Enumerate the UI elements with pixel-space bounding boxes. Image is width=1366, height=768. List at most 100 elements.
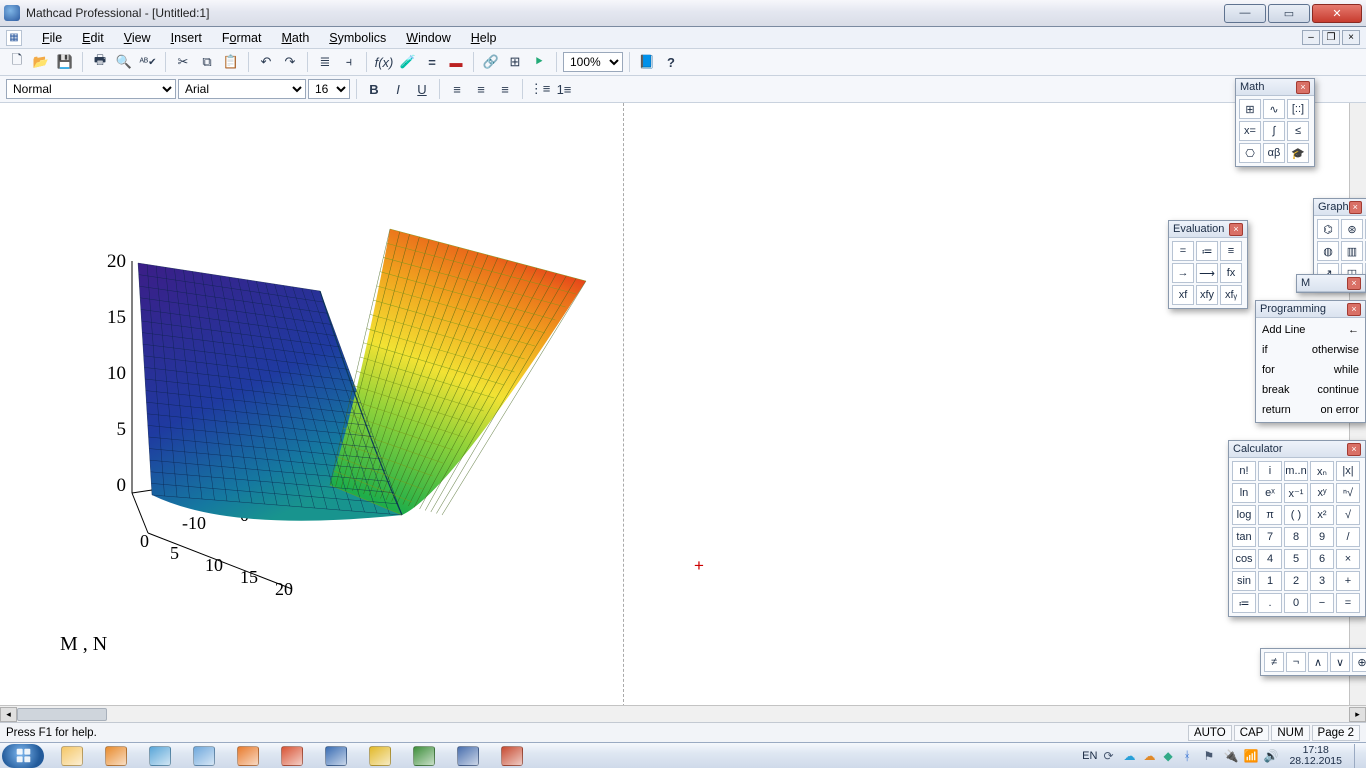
taskbar-app-mathcad[interactable] [492, 744, 532, 768]
palette-button-xfᵧ[interactable]: xfᵧ [1220, 285, 1242, 305]
hscroll-left-button[interactable]: ◂ [0, 707, 17, 722]
power-icon[interactable]: 🔌 [1223, 749, 1237, 763]
page-1[interactable]: 0 5 10 15 20 0 5 10 15 20 -10 0 10 [0, 103, 624, 722]
palette-button-=[interactable]: = [1172, 241, 1194, 261]
align-center-button[interactable]: ≡ [470, 78, 492, 100]
separate-regions-button[interactable]: ⫞ [338, 51, 360, 73]
taskbar-app-vb[interactable] [448, 744, 488, 768]
palette-close-button[interactable]: × [1349, 201, 1362, 214]
palette-close-button[interactable]: × [1347, 277, 1361, 290]
mdi-restore-button[interactable]: ❐ [1322, 30, 1340, 45]
calc-×[interactable]: × [1336, 549, 1360, 569]
skype-icon[interactable]: ☁ [1123, 749, 1137, 763]
calc-.[interactable]: . [1258, 593, 1282, 613]
palette-button-greek[interactable]: αβ [1263, 143, 1285, 163]
palette-button-prog[interactable]: ⎔ [1239, 143, 1261, 163]
horizontal-scrollbar[interactable]: ◂ ▸ [0, 705, 1366, 722]
palette-close-button[interactable]: × [1347, 443, 1361, 456]
calc-tan[interactable]: tan [1232, 527, 1256, 547]
calc-5[interactable]: 5 [1284, 549, 1308, 569]
style-select[interactable]: Normal [6, 79, 176, 99]
start-button[interactable] [2, 744, 44, 768]
calc-xₙ[interactable]: xₙ [1310, 461, 1334, 481]
bool-≠[interactable]: ≠ [1264, 652, 1284, 672]
calc-3[interactable]: 3 [1310, 571, 1334, 591]
calc-x²[interactable]: x² [1310, 505, 1334, 525]
palette-math[interactable]: Math×⊞∿[::]x=∫≤⎔αβ🎓 [1235, 78, 1315, 167]
calc-√[interactable]: √ [1336, 505, 1360, 525]
calc-9[interactable]: 9 [1310, 527, 1334, 547]
run-button[interactable]: ⯈ [528, 51, 550, 73]
palette-button-xf[interactable]: xf [1172, 285, 1194, 305]
prog-while[interactable]: while [1334, 364, 1359, 376]
bool-∨[interactable]: ∨ [1330, 652, 1350, 672]
bold-button[interactable]: B [363, 78, 385, 100]
save-button[interactable]: 💾 [54, 51, 76, 73]
prog-add-line[interactable]: Add Line [1262, 324, 1305, 336]
align-regions-button[interactable]: ≣ [314, 51, 336, 73]
cut-button[interactable]: ✂ [172, 51, 194, 73]
mdi-minimize-button[interactable]: – [1302, 30, 1320, 45]
prog-continue[interactable]: continue [1317, 384, 1359, 396]
palette-button-graph[interactable]: ∿ [1263, 99, 1285, 119]
menu-format[interactable]: Format [212, 29, 272, 47]
palette-button-eval[interactable]: x= [1239, 121, 1261, 141]
calc-≔[interactable]: ≔ [1232, 593, 1256, 613]
insert-unit-button[interactable]: 🧪 [397, 51, 419, 73]
calc-sin[interactable]: sin [1232, 571, 1256, 591]
window-close-button[interactable]: ✕ [1312, 4, 1362, 23]
menu-symbolics[interactable]: Symbolics [319, 29, 396, 47]
taskbar-app-sound[interactable] [184, 744, 224, 768]
palette-button-bool[interactable]: ≤ [1287, 121, 1309, 141]
volume-icon[interactable]: 🔊 [1263, 749, 1277, 763]
av-icon[interactable]: ◆ [1163, 749, 1177, 763]
palette-titlebar[interactable]: Calculator× [1229, 441, 1365, 458]
preview-button[interactable]: 🔍 [113, 51, 135, 73]
stop-button[interactable]: ▬ [445, 51, 467, 73]
prog-break[interactable]: break [1262, 384, 1290, 396]
new-button[interactable]: 🗋 [6, 51, 28, 73]
taskbar-app-yandex[interactable] [360, 744, 400, 768]
palette-button-calc2[interactable]: ∫ [1263, 121, 1285, 141]
palette-m[interactable]: M× [1296, 274, 1366, 293]
window-maximize-button[interactable]: ▭ [1268, 4, 1310, 23]
print-button[interactable]: 🖶 [89, 51, 111, 73]
show-desktop-button[interactable] [1354, 744, 1362, 768]
prog-←[interactable]: ← [1348, 324, 1359, 336]
open-button[interactable]: 📂 [30, 51, 52, 73]
mdi-close-button[interactable]: × [1342, 30, 1360, 45]
calc-/[interactable]: / [1336, 527, 1360, 547]
calc-m..n[interactable]: m..n [1284, 461, 1308, 481]
sync-icon[interactable]: ⟳ [1103, 749, 1117, 763]
calc-1[interactable]: 1 [1258, 571, 1282, 591]
palette-button-→[interactable]: → [1172, 263, 1194, 283]
network-icon[interactable]: 📶 [1243, 749, 1257, 763]
menu-insert[interactable]: Insert [161, 29, 212, 47]
hyperlink-button[interactable]: 🔗 [480, 51, 502, 73]
menu-edit[interactable]: Edit [72, 29, 114, 47]
window-minimize-button[interactable]: — [1224, 4, 1266, 23]
taskbar-app-firefox[interactable] [228, 744, 268, 768]
hscroll-thumb[interactable] [17, 708, 107, 721]
number-list-button[interactable]: 1≡ [553, 78, 575, 100]
palette-titlebar[interactable]: Graph× [1314, 199, 1366, 216]
spellcheck-button[interactable]: ᴬᴮ✔ [137, 51, 159, 73]
taskbar-app-powerpoint[interactable] [272, 744, 312, 768]
calc-7[interactable]: 7 [1258, 527, 1282, 547]
prog-for[interactable]: for [1262, 364, 1275, 376]
calc-ln[interactable]: ln [1232, 483, 1256, 503]
prog-return[interactable]: return [1262, 404, 1291, 416]
taskbar-app-media-player[interactable] [96, 744, 136, 768]
calc-+[interactable]: + [1336, 571, 1360, 591]
palette-close-button[interactable]: × [1347, 303, 1361, 316]
calc-4[interactable]: 4 [1258, 549, 1282, 569]
palette-button-contour[interactable]: ◍ [1317, 241, 1339, 261]
hscroll-right-button[interactable]: ▸ [1349, 707, 1366, 722]
palette-titlebar[interactable]: Evaluation× [1169, 221, 1247, 238]
bool-¬[interactable]: ¬ [1286, 652, 1306, 672]
copy-button[interactable]: ⧉ [196, 51, 218, 73]
palette-button-xy[interactable]: ⌬ [1317, 219, 1339, 239]
language-indicator[interactable]: EN [1082, 750, 1097, 762]
calc-n![interactable]: n! [1232, 461, 1256, 481]
menu-window[interactable]: Window [396, 29, 460, 47]
